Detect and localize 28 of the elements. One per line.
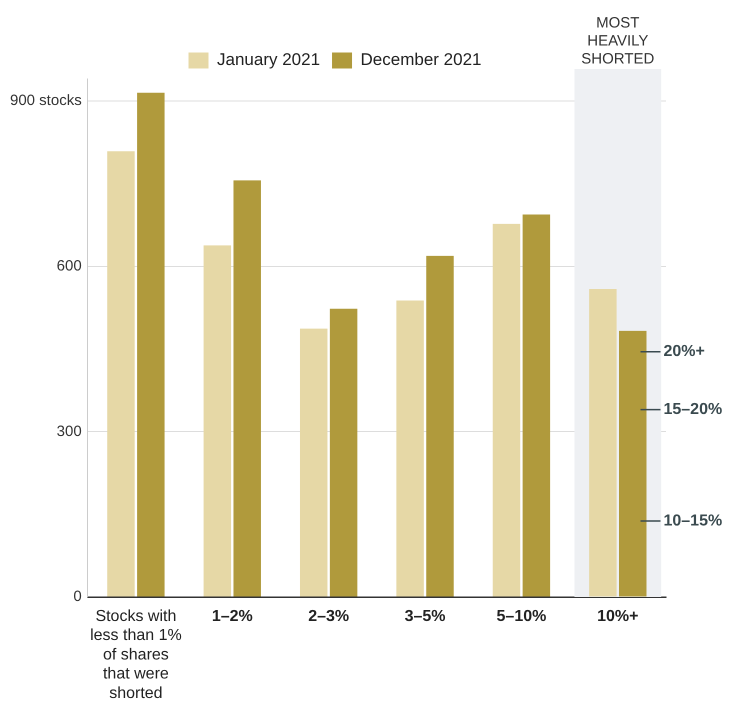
bar xyxy=(107,151,135,596)
bar xyxy=(492,224,520,596)
bar xyxy=(233,180,261,596)
y-tick-label: 600 xyxy=(56,258,82,274)
bar xyxy=(330,308,358,596)
bar xyxy=(619,330,646,596)
bar xyxy=(137,92,165,596)
bar xyxy=(204,245,232,596)
annotation: 20%+ xyxy=(663,343,705,360)
legend-label: January 2021 xyxy=(217,50,320,70)
annotation: 15–20% xyxy=(663,401,722,418)
bar xyxy=(589,288,617,596)
bar xyxy=(300,328,328,596)
bar xyxy=(426,256,454,596)
x-tick-label: 2–3% xyxy=(308,608,350,626)
x-tick-label: 10%+ xyxy=(597,608,638,626)
y-tick-label: 0 xyxy=(73,588,82,606)
x-tick-label: 5–10% xyxy=(496,608,546,626)
legend-label: December 2021 xyxy=(360,50,482,70)
annotation: 10–15% xyxy=(663,512,722,530)
bar xyxy=(396,300,424,596)
y-tick-label: 300 xyxy=(56,422,82,440)
y-tick-label: 900 stocks xyxy=(10,92,82,110)
x-tick-label: 3–5% xyxy=(404,608,446,626)
bar xyxy=(522,214,550,596)
x-tick-label: Stocks with less than 1% of shares that were shorted xyxy=(90,608,182,702)
band-label: MOST HEAVILY SHORTED xyxy=(581,14,655,68)
x-tick-label: 1–2% xyxy=(212,608,253,626)
